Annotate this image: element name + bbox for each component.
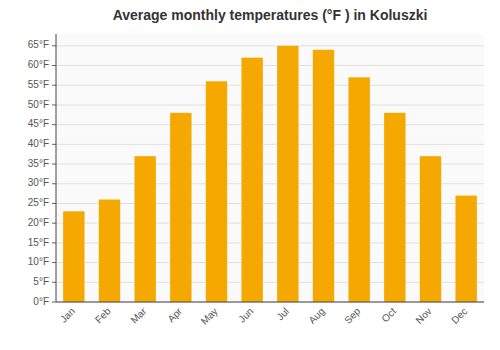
x-tick-label: Apr: [165, 305, 184, 324]
y-tick: [52, 45, 56, 46]
y-tick-label: 0°F: [33, 296, 49, 307]
plot-background: [56, 34, 484, 302]
y-tick-label: 45°F: [28, 118, 49, 129]
grid-line: [56, 65, 484, 66]
y-tick-label: 5°F: [33, 276, 49, 287]
y-tick: [52, 65, 56, 66]
chart-svg: Average monthly temperatures (°F ) in Ko…: [0, 0, 500, 350]
y-tick: [52, 183, 56, 184]
y-tick-label: 20°F: [28, 217, 49, 228]
bar: [455, 196, 476, 302]
x-tick-label: Oct: [379, 305, 398, 324]
bar: [63, 211, 84, 302]
y-tick-label: 35°F: [28, 158, 49, 169]
x-tick-label: May: [199, 306, 220, 327]
y-tick-label: 15°F: [28, 237, 49, 248]
bar: [420, 156, 441, 302]
y-tick-label: 25°F: [28, 197, 49, 208]
y-tick: [52, 203, 56, 204]
y-tick: [52, 242, 56, 243]
y-tick-label: 50°F: [28, 99, 49, 110]
y-tick-label: 40°F: [28, 138, 49, 149]
x-tick-label: Mar: [128, 305, 148, 325]
x-tick-labels: Jan Feb Mar Apr May Jun Jul Aug Sep Oct Nov Dec: [58, 305, 470, 327]
grid-line: [56, 144, 484, 145]
grid-line: [56, 124, 484, 125]
y-tick-labels: 0°F 5°F 10°F 15°F 20°F 25°F 30°F 35°F 40°F 45°F 50…: [28, 39, 56, 306]
y-tick-label: 10°F: [28, 256, 49, 267]
bar: [99, 200, 120, 302]
x-tick-label: Sep: [342, 305, 363, 326]
x-tick-label: Feb: [93, 305, 113, 325]
y-tick: [52, 262, 56, 263]
bar: [313, 50, 334, 302]
grid-line: [56, 85, 484, 86]
bar: [170, 113, 191, 302]
y-tick: [52, 104, 56, 105]
y-tick: [52, 223, 56, 224]
x-tick-label: Jan: [58, 306, 77, 325]
bar: [134, 156, 155, 302]
bar: [384, 113, 405, 302]
y-grid: [56, 46, 484, 302]
bar: [206, 81, 227, 302]
y-tick-label: 60°F: [28, 59, 49, 70]
y-tick: [52, 124, 56, 125]
grid-line: [56, 104, 484, 105]
bar: [241, 58, 262, 302]
y-tick: [52, 282, 56, 283]
x-tick-label: Dec: [449, 306, 469, 326]
x-tick-label: Aug: [306, 306, 326, 326]
y-axis-line: [56, 34, 57, 302]
x-axis-line: [56, 302, 484, 303]
bar: [277, 46, 298, 302]
x-tick-label: Jun: [236, 306, 255, 325]
y-tick: [52, 164, 56, 165]
x-tick-label: Jul: [274, 306, 291, 323]
grid-line: [56, 45, 484, 46]
bar: [348, 77, 369, 302]
grid-line: [56, 302, 484, 303]
y-tick: [52, 85, 56, 86]
y-tick-label: 30°F: [28, 177, 49, 188]
chart-container: Average monthly temperatures (°F ) in Ko…: [0, 0, 500, 350]
y-tick: [52, 302, 56, 303]
y-tick-label: 65°F: [28, 39, 49, 50]
chart-title: Average monthly temperatures (°F ) in Ko…: [113, 7, 428, 23]
y-tick-label: 55°F: [28, 79, 49, 90]
bars: [63, 46, 477, 302]
x-tick-label: Nov: [413, 306, 433, 326]
y-tick: [52, 144, 56, 145]
